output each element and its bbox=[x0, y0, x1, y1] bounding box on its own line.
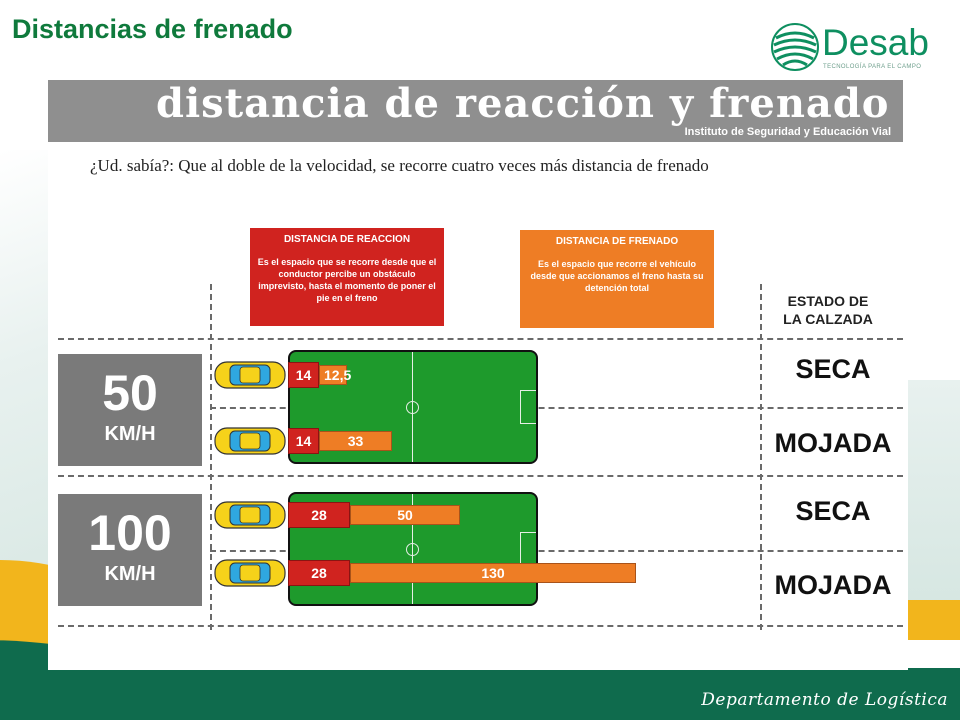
footer-department: Departamento de Logística bbox=[701, 690, 948, 710]
reaction-distance-bar: 28 bbox=[288, 560, 350, 586]
braking-distance-bar: 130 bbox=[350, 563, 636, 583]
road-state-label: SECA bbox=[795, 496, 871, 526]
speed-box-100: 100 KM/H bbox=[58, 494, 202, 606]
braking-distance-bar: 50 bbox=[350, 505, 460, 525]
infographic: distancia de reacción y frenado Institut… bbox=[48, 80, 908, 670]
grid-line-horizontal bbox=[58, 338, 903, 340]
car-icon bbox=[214, 558, 286, 588]
road-state-header-line-2: LA CALZADA bbox=[783, 311, 873, 327]
braking-distance-bar: 12,5 bbox=[319, 365, 351, 385]
legend-braking-text: Es el espacio que recorre el vehículo de… bbox=[530, 259, 704, 293]
footer-bar bbox=[0, 668, 960, 720]
slide-title: Distancias de frenado bbox=[12, 14, 293, 44]
infographic-banner: distancia de reacción y frenado Institut… bbox=[48, 80, 903, 142]
speed-unit: KM/H bbox=[104, 423, 156, 445]
road-state-header-line-1: ESTADO DE bbox=[787, 293, 869, 309]
grid-line-vertical-left bbox=[210, 284, 212, 630]
road-state-label: SECA bbox=[795, 354, 871, 384]
did-you-know-text: ¿Ud. sabía?: Que al doble de la velocida… bbox=[90, 156, 709, 175]
banner-title: distancia de reacción y frenado bbox=[156, 80, 890, 127]
legend-reaction-title: DISTANCIA DE REACCION bbox=[283, 234, 411, 245]
banner-subtitle: Instituto de Seguridad y Educación Vial bbox=[684, 126, 891, 138]
speed-box-50: 50 KM/H bbox=[58, 354, 202, 466]
legend-braking-distance: DISTANCIA DE FRENADO Es el espacio que r… bbox=[520, 230, 714, 328]
background-shape-right bbox=[900, 380, 960, 620]
road-state-label: MOJADA bbox=[774, 570, 892, 600]
car-icon bbox=[214, 500, 286, 530]
speed-unit: KM/H bbox=[104, 563, 156, 585]
grid-line-horizontal bbox=[210, 407, 903, 409]
field-center-circle bbox=[406, 401, 419, 414]
reaction-distance-bar: 14 bbox=[288, 428, 319, 454]
grid-line-horizontal bbox=[58, 475, 903, 477]
field-center-circle bbox=[406, 543, 419, 556]
speed-value: 100 bbox=[88, 505, 172, 561]
desab-logo-icon bbox=[771, 23, 819, 71]
car-icon bbox=[214, 360, 286, 390]
braking-distance-bar: 33 bbox=[319, 431, 392, 451]
logo-tagline: TECNOLOGÍA PARA EL CAMPO bbox=[823, 64, 922, 70]
speed-value: 50 bbox=[102, 365, 158, 421]
legend-reaction-text: Es el espacio que se recorre desde que e… bbox=[257, 257, 437, 303]
reaction-distance-bar: 28 bbox=[288, 502, 350, 528]
grid-line-vertical-right bbox=[760, 284, 762, 630]
grid-line-horizontal bbox=[58, 625, 903, 627]
company-logo: Desab TECNOLOGÍA PARA EL CAMPO bbox=[770, 20, 945, 75]
grid-line-horizontal bbox=[210, 550, 903, 552]
field-goal-area bbox=[520, 532, 536, 566]
field-goal-area bbox=[520, 390, 536, 424]
car-icon bbox=[214, 426, 286, 456]
legend-braking-title: DISTANCIA DE FRENADO bbox=[555, 236, 679, 247]
logo-wordmark: Desab bbox=[822, 22, 929, 63]
legend-reaction-distance: DISTANCIA DE REACCION Es el espacio que … bbox=[250, 228, 444, 326]
road-state-label: MOJADA bbox=[774, 428, 892, 458]
road-state-header: ESTADO DE LA CALZADA bbox=[768, 292, 888, 328]
reaction-distance-bar: 14 bbox=[288, 362, 319, 388]
